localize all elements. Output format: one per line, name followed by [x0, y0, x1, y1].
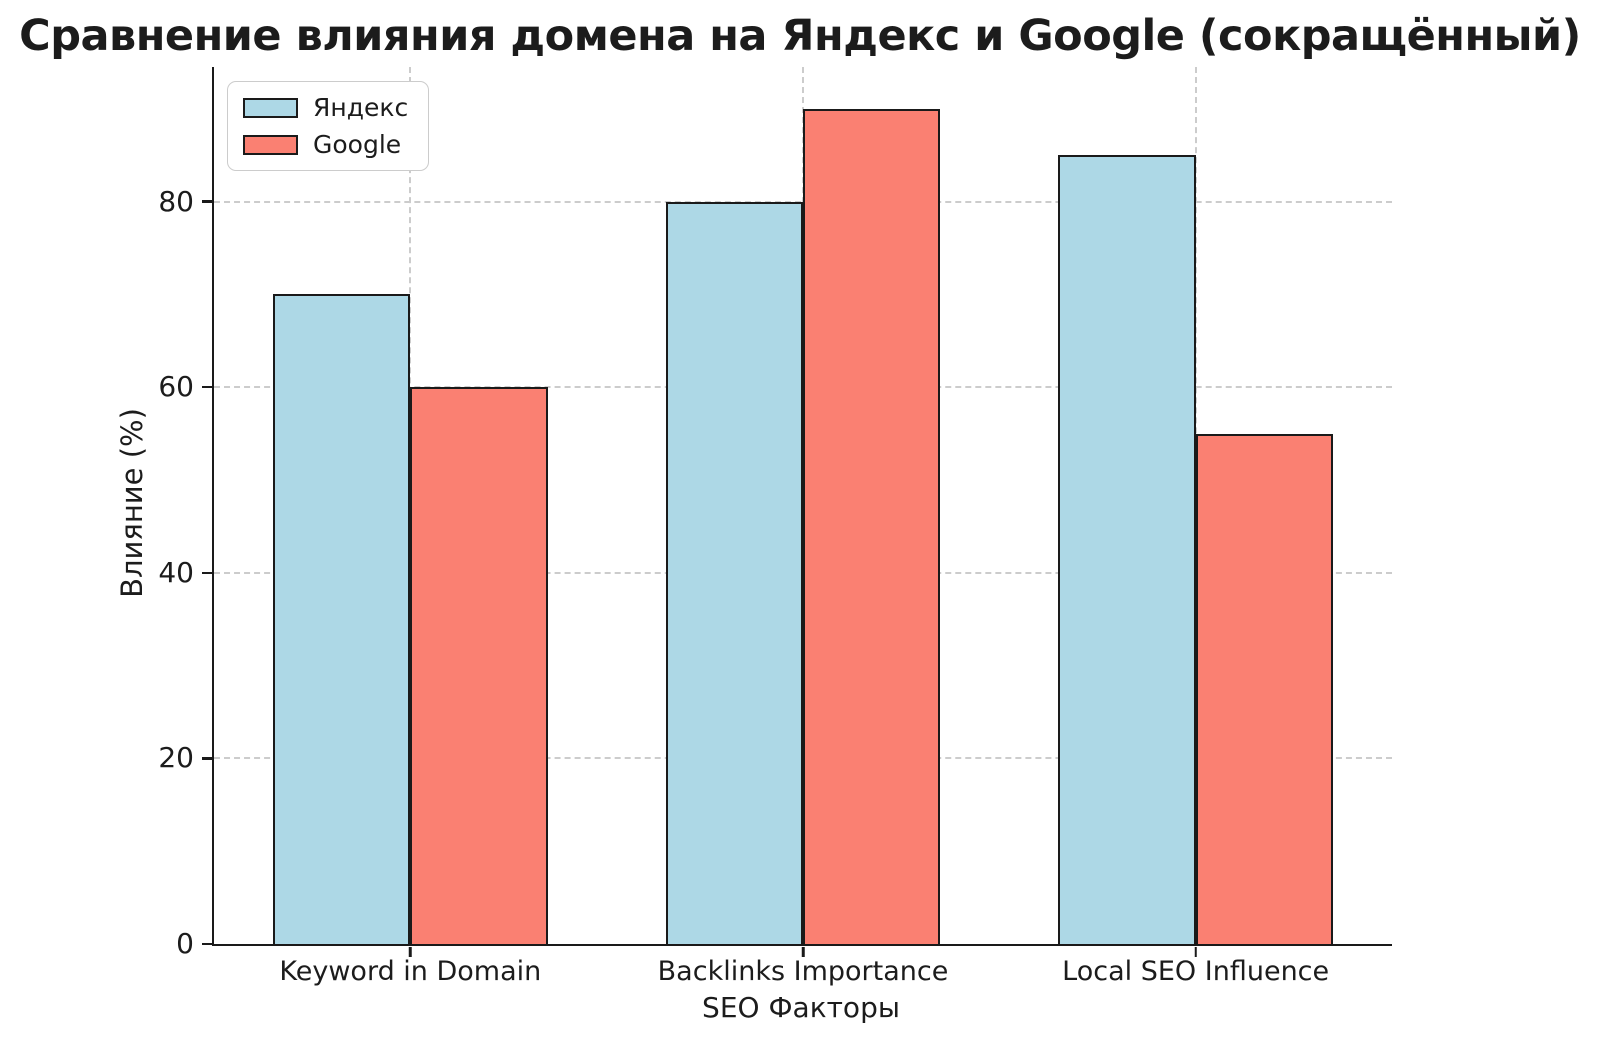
y-tick-label-40: 40: [158, 555, 194, 589]
x-tick-2: [1194, 946, 1197, 957]
y-tick-20: [202, 757, 214, 760]
legend-label-google: Google: [313, 130, 402, 159]
x-tick-label-0: Keyword in Domain: [279, 956, 542, 987]
bar-google-2: [1195, 433, 1334, 944]
chart-title: Сравнение влияния домена на Яндекс и Goo…: [19, 11, 1581, 61]
y-tick-40: [202, 571, 214, 575]
y-tick-60: [202, 385, 214, 389]
x-axis-label: SEO Факторы: [702, 991, 900, 1024]
legend-label-yandex: Яндекс: [313, 93, 409, 122]
legend-item-yandex: Яндекс: [243, 95, 408, 120]
bar-yandex-1: [665, 201, 803, 944]
yandex-color-swatch: [243, 97, 298, 118]
x-tick-label-2: Local SEO Influence: [1062, 956, 1330, 987]
bar-yandex-0: [272, 294, 411, 944]
y-tick-80: [202, 200, 214, 203]
legend-item-google: Google: [243, 132, 408, 157]
plot-area: Яндекс Google 0 20 40 60 80 Keyword in Domain…: [158, 67, 1392, 985]
bar-yandex-2: [1058, 155, 1196, 944]
y-axis-label: Влияние (%): [115, 408, 149, 598]
x-tick-1: [801, 946, 805, 957]
x-tick-0: [409, 946, 412, 957]
legend: Яндекс Google: [227, 81, 430, 171]
y-tick-0: [202, 942, 214, 946]
bar-google-0: [410, 387, 548, 944]
y-tick-label-60: 60: [158, 370, 194, 404]
y-tick-label-0: 0: [176, 927, 194, 960]
y-tick-label-20: 20: [158, 741, 194, 775]
x-tick-label-1: Backlinks Importance: [657, 956, 949, 987]
google-color-swatch: [243, 134, 298, 155]
bar-google-1: [803, 108, 941, 944]
y-tick-label-80: 80: [158, 184, 194, 218]
